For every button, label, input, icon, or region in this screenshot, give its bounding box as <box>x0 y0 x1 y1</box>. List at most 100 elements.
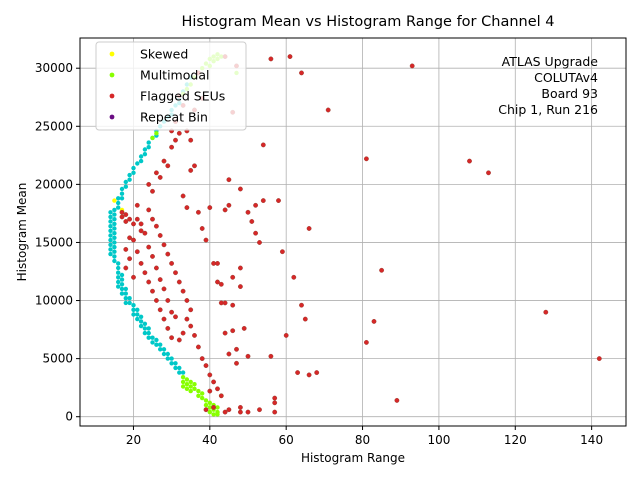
data-point <box>283 332 289 338</box>
x-tick-label: 140 <box>580 433 603 447</box>
data-point <box>279 249 285 255</box>
data-point <box>226 202 232 208</box>
data-point <box>112 235 117 240</box>
data-point <box>142 330 148 336</box>
data-point <box>108 214 113 220</box>
data-point <box>119 214 125 220</box>
data-point <box>123 212 129 218</box>
data-point <box>222 207 228 213</box>
data-point <box>119 282 125 287</box>
data-point <box>138 158 144 164</box>
data-point <box>119 191 125 196</box>
data-point <box>192 332 197 338</box>
data-point <box>203 237 209 243</box>
data-point <box>131 303 136 308</box>
data-point <box>153 170 159 176</box>
data-point <box>237 404 243 410</box>
data-point <box>123 286 128 292</box>
data-point <box>230 328 236 334</box>
data-point <box>226 177 232 183</box>
data-point <box>165 325 171 331</box>
data-point <box>184 298 190 303</box>
data-point <box>127 300 132 306</box>
data-point <box>138 319 144 324</box>
data-point <box>108 219 113 224</box>
data-point <box>207 409 212 415</box>
data-point <box>123 179 128 185</box>
data-point <box>188 307 194 313</box>
data-point <box>146 244 152 250</box>
data-point <box>146 335 151 340</box>
data-point <box>138 323 144 329</box>
data-point <box>234 360 239 366</box>
data-point <box>108 210 113 215</box>
x-tick-label: 20 <box>126 433 141 447</box>
data-point <box>200 395 205 401</box>
data-point <box>394 397 400 403</box>
x-tick-label: 60 <box>279 433 294 447</box>
data-point <box>199 226 205 231</box>
data-point <box>146 279 152 285</box>
legend-label: Skewed <box>140 47 188 62</box>
data-point <box>184 386 190 391</box>
data-point <box>112 226 117 231</box>
data-point <box>112 221 117 227</box>
data-point <box>123 296 128 301</box>
data-point <box>142 270 148 276</box>
data-point <box>116 200 121 206</box>
data-point <box>131 274 136 280</box>
data-point <box>123 300 128 306</box>
data-point <box>268 56 274 62</box>
annotation-line: Board 93 <box>541 86 598 101</box>
data-point <box>177 365 182 371</box>
y-axis-ticks: 0 5000 10000 15000 20000 25000 30000 <box>35 61 80 424</box>
data-point <box>154 131 159 136</box>
data-point <box>150 188 155 194</box>
data-point <box>127 177 132 182</box>
y-axis-title: Histogram Mean <box>15 183 29 282</box>
data-point <box>131 312 136 317</box>
data-point <box>142 326 148 331</box>
plot-frame <box>79 37 627 427</box>
y-tick-label: 5000 <box>42 352 73 366</box>
data-point <box>180 384 186 389</box>
data-point <box>257 240 262 245</box>
data-point <box>241 325 247 331</box>
data-point <box>138 314 144 319</box>
data-point <box>134 216 140 222</box>
data-point <box>237 409 243 415</box>
data-point <box>192 163 197 169</box>
data-point <box>108 251 113 257</box>
data-point <box>157 233 163 238</box>
legend-label: Flagged SEUs <box>140 89 225 104</box>
data-point <box>134 249 140 255</box>
data-point <box>119 196 125 201</box>
data-point <box>188 323 194 329</box>
data-point <box>146 140 151 145</box>
data-point <box>211 404 217 410</box>
data-point <box>188 167 194 173</box>
data-point <box>161 158 167 164</box>
data-point <box>272 400 278 406</box>
data-point <box>157 277 163 282</box>
data-point <box>165 351 170 357</box>
data-point <box>211 379 217 385</box>
legend-marker <box>109 93 115 99</box>
legend-label: Multimodal <box>140 68 209 83</box>
data-point <box>215 386 220 392</box>
data-point <box>486 170 491 176</box>
data-point <box>116 196 121 201</box>
data-point <box>237 265 243 271</box>
data-point <box>295 370 300 375</box>
data-point <box>146 207 152 213</box>
data-point <box>253 230 259 236</box>
data-point <box>180 375 186 380</box>
data-point <box>230 274 236 280</box>
data-point <box>169 356 174 361</box>
data-point <box>123 219 129 224</box>
data-point <box>161 286 167 292</box>
data-point <box>131 221 136 227</box>
annotation-line: ATLAS Upgrade <box>502 54 599 69</box>
data-point <box>203 363 209 368</box>
data-point <box>161 242 167 248</box>
